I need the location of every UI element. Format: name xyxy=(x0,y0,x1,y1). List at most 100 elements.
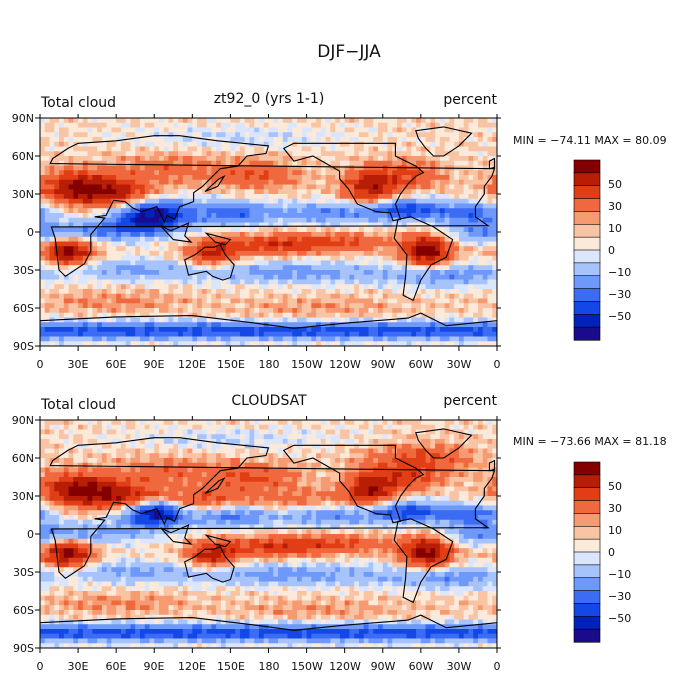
field-cell xyxy=(44,246,50,252)
field-cell xyxy=(425,217,431,223)
field-cell xyxy=(201,141,208,147)
field-cell xyxy=(382,118,388,124)
field-cell xyxy=(225,137,231,143)
field-cell xyxy=(278,236,284,242)
field-cell xyxy=(97,270,103,276)
field-cell xyxy=(420,122,426,128)
field-cell xyxy=(487,312,493,318)
field-cell xyxy=(430,303,436,309)
field-cell xyxy=(44,184,50,190)
field-cell xyxy=(178,118,184,124)
field-cell xyxy=(368,303,374,309)
field-cell xyxy=(330,227,336,233)
field-cell xyxy=(220,312,227,318)
field-cell xyxy=(125,255,131,261)
field-cell xyxy=(473,260,479,266)
field-cell xyxy=(263,194,269,200)
field-cell xyxy=(78,146,84,152)
field-cell xyxy=(316,127,322,133)
field-cell xyxy=(444,312,450,318)
field-cell xyxy=(249,222,255,228)
field-cell xyxy=(92,260,98,266)
field-cell xyxy=(111,246,117,252)
field-cell xyxy=(149,127,155,133)
field-cell xyxy=(182,284,188,290)
field-cell xyxy=(139,194,146,200)
field-cell xyxy=(373,331,379,337)
field-cell xyxy=(363,236,369,242)
field-cell xyxy=(125,151,131,157)
field-cell xyxy=(97,127,103,133)
field-cell xyxy=(111,298,117,304)
field-cell xyxy=(401,322,407,328)
field-cell xyxy=(78,298,84,304)
field-cell xyxy=(358,274,365,280)
field-cell xyxy=(173,198,179,204)
field-cell xyxy=(187,198,193,204)
field-cell xyxy=(97,160,103,166)
field-cell xyxy=(306,175,312,181)
field-cell xyxy=(397,279,403,285)
field-cell xyxy=(278,213,284,219)
field-cell xyxy=(458,298,465,304)
field-cell xyxy=(101,232,108,238)
field-cell xyxy=(292,331,298,337)
field-cell xyxy=(392,213,398,219)
field-cell xyxy=(144,232,150,238)
field-cell xyxy=(135,429,141,435)
field-cell xyxy=(377,293,384,299)
field-cell xyxy=(449,293,455,299)
field-cell xyxy=(192,156,198,162)
field-cell xyxy=(54,141,60,147)
field-cell xyxy=(330,298,336,304)
field-cell xyxy=(444,322,450,328)
field-cell xyxy=(178,208,184,214)
field-cell xyxy=(154,298,160,304)
field-cell xyxy=(258,420,265,426)
field-cell xyxy=(330,232,336,238)
field-cell xyxy=(40,236,46,242)
field-cell xyxy=(144,274,150,280)
field-cell xyxy=(468,246,474,252)
field-cell xyxy=(130,298,136,304)
field-cell xyxy=(192,160,198,166)
field-cell xyxy=(144,341,150,346)
field-cell xyxy=(292,336,298,342)
field-cell xyxy=(482,213,488,219)
field-cell xyxy=(154,322,160,328)
field-cell xyxy=(335,122,341,128)
field-cell xyxy=(178,141,184,147)
field-cell xyxy=(487,303,493,309)
field-cell xyxy=(201,170,208,176)
field-cell xyxy=(40,293,46,299)
field-cell xyxy=(249,118,255,124)
field-cell xyxy=(49,289,55,295)
field-cell xyxy=(206,331,212,337)
field-cell xyxy=(320,165,327,171)
field-cell xyxy=(144,303,150,309)
field-cell xyxy=(201,241,208,247)
field-cell xyxy=(382,265,388,271)
field-cell xyxy=(40,156,46,162)
field-cell xyxy=(330,222,336,228)
field-cell xyxy=(387,170,393,176)
field-cell xyxy=(335,213,341,219)
field-cell xyxy=(101,137,108,143)
field-cell xyxy=(487,251,493,257)
field-cell xyxy=(130,175,136,181)
field-cell xyxy=(111,303,117,309)
field-cell xyxy=(392,331,398,337)
field-cell xyxy=(416,251,422,257)
field-cell xyxy=(463,146,469,152)
field-cell xyxy=(40,179,46,185)
field-cell xyxy=(306,298,312,304)
field-cell xyxy=(292,241,298,247)
field-cell xyxy=(239,137,246,143)
field-cell xyxy=(244,303,250,309)
field-cell xyxy=(306,303,312,309)
field-cell xyxy=(78,189,84,195)
field-cell xyxy=(220,246,227,252)
field-cell xyxy=(258,232,265,238)
field-cell xyxy=(197,198,203,204)
field-cell xyxy=(120,293,127,299)
